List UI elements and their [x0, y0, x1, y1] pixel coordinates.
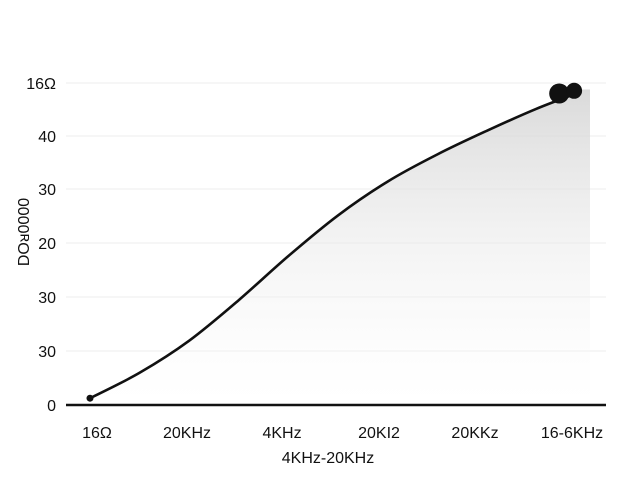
x-tick-label: 20KKz	[451, 425, 498, 442]
x-axis-label: 4KHz-20KHz	[282, 450, 374, 467]
y-tick-label: 0	[47, 398, 56, 415]
y-tick-label: 40	[38, 129, 56, 146]
data-point-marker	[86, 394, 94, 402]
x-tick-label: 16Ω	[82, 425, 112, 442]
x-tick-label: 16-6KHz	[541, 425, 603, 442]
y-axis-label: DOᴚ0000	[16, 198, 33, 266]
series-markers	[86, 82, 583, 402]
y-tick-label: 16Ω	[26, 76, 56, 93]
series-area	[90, 89, 590, 405]
y-tick-label: 30	[38, 182, 56, 199]
y-axis-ticks: 0 30 30 20 30 40 16Ω	[26, 76, 56, 415]
x-tick-label: 20KHz	[163, 425, 211, 442]
data-point-marker	[549, 83, 570, 104]
y-tick-label: 30	[38, 290, 56, 307]
x-tick-label: 4KHz	[262, 425, 301, 442]
data-point-marker	[566, 82, 583, 99]
series-line	[88, 92, 578, 400]
x-tick-label: 20KI2	[358, 425, 400, 442]
y-tick-label: 30	[38, 344, 56, 361]
x-axis-ticks: 16Ω 20KHz 4KHz 20KI2 20KKz 16-6KHz	[82, 425, 603, 442]
y-tick-label: 20	[38, 236, 56, 253]
